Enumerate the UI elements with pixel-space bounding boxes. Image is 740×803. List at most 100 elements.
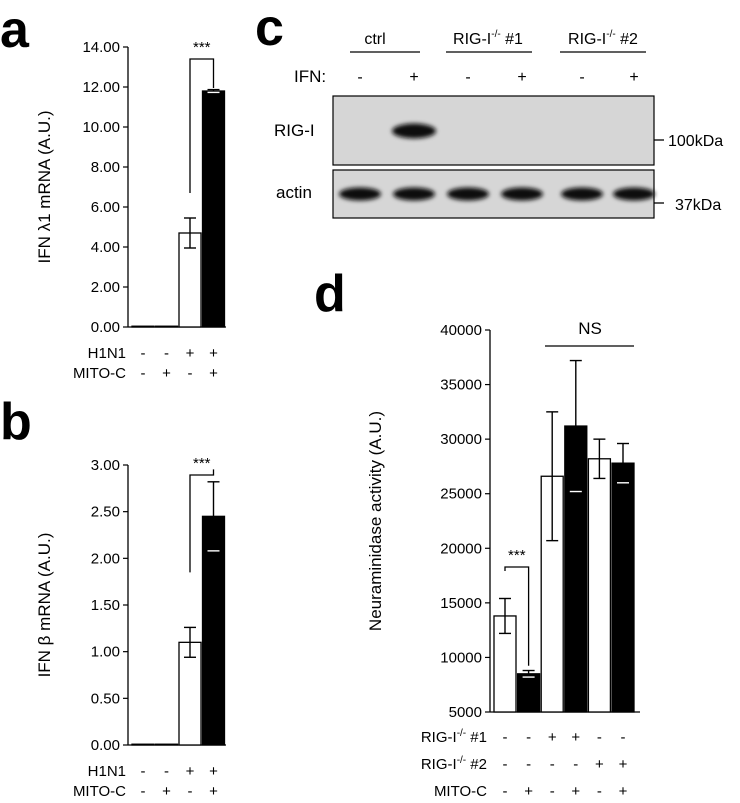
condition-sign: +: [209, 783, 218, 800]
condition-sign: -: [141, 763, 146, 780]
blot-marker-100kda: 100kDa: [668, 133, 723, 150]
ns-label: NS: [578, 319, 602, 338]
significance-bracket: [189, 469, 215, 573]
condition-sign: -: [503, 783, 508, 800]
condition-label: RIG-I-/- #2: [421, 755, 487, 773]
y-tick-label: 0.00: [91, 737, 120, 754]
condition-sign: -: [621, 729, 626, 746]
condition-sign: -: [141, 783, 146, 800]
bar: [154, 325, 179, 328]
bar: [201, 90, 226, 328]
y-tick-label: 8.00: [91, 159, 120, 176]
significance-bracket: [189, 58, 215, 193]
y-tick-label: 3.00: [91, 457, 120, 474]
condition-sign: +: [524, 783, 533, 800]
condition-label: RIG-I-/- #1: [421, 728, 487, 746]
actin-band: [501, 187, 543, 201]
condition-sign: -: [597, 783, 602, 800]
blot-ifn-signs: - + - + - +: [357, 69, 638, 86]
y-tick-label: 0.00: [91, 319, 120, 336]
chart-d: 5000 10000 15000 20000 25000 30000 35000 40000 N…: [366, 319, 640, 800]
blot-row-label-actin: actin: [276, 183, 312, 202]
bar: [611, 462, 635, 713]
bar: [131, 743, 155, 746]
bar: [131, 325, 155, 328]
actin-band: [447, 187, 489, 201]
condition-sign: -: [141, 365, 146, 382]
significance-label: ***: [193, 39, 211, 56]
blot-bands-actin: [339, 187, 655, 201]
condition-sign: +: [162, 783, 171, 800]
condition-sign: +: [619, 783, 628, 800]
western-blot: ctrl RIG-I-/- #1 RIG-I-/- #2 IFN: - + - + - +…: [274, 29, 723, 219]
blot-box-rigi: [332, 95, 655, 166]
significance-label: ***: [193, 455, 211, 472]
y-tick-label: 4.00: [91, 239, 120, 256]
condition-sign: -: [188, 365, 193, 382]
ifn-sign: +: [409, 69, 418, 86]
condition-sign: +: [595, 756, 604, 773]
y-tick-label: 30000: [440, 431, 482, 448]
actin-band: [393, 187, 435, 201]
condition-label: H1N1: [88, 763, 126, 780]
condition-sign: -: [550, 756, 555, 773]
condition-sign: +: [619, 756, 628, 773]
condition-label: H1N1: [88, 345, 126, 362]
panel-letter-d: d: [314, 265, 346, 323]
blot-band-rigi-ctrl-ifn: [392, 123, 436, 139]
condition-label: MITO-C: [73, 365, 126, 382]
condition-sign: +: [209, 345, 218, 362]
y-tick-label: 1.50: [91, 597, 120, 614]
condition-sign: -: [503, 756, 508, 773]
panel-letter-b: b: [0, 393, 32, 451]
blot-group-rig1: RIG-I-/- #1: [453, 29, 523, 48]
condition-sign: +: [162, 365, 171, 382]
condition-sign: -: [164, 345, 169, 362]
y-tick-label: 6.00: [91, 199, 120, 216]
chart-a: 0.00 2.00 4.00 6.00 8.00 10.00 12.00 14.00 IFN λ…: [35, 39, 226, 382]
bar: [516, 673, 541, 713]
condition-sign: -: [503, 729, 508, 746]
condition-sign: -: [188, 783, 193, 800]
chart-b: 0.00 0.50 1.00 1.50 2.00 2.50 3.00 IFN β mRNA (…: [35, 455, 226, 800]
y-tick-label: 5000: [449, 704, 482, 721]
y-tick-label: 2.00: [91, 550, 120, 567]
condition-sign: -: [550, 783, 555, 800]
condition-sign: +: [209, 365, 218, 382]
ifn-sign: +: [629, 69, 638, 86]
ifn-sign: -: [465, 69, 470, 86]
condition-sign: +: [571, 729, 580, 746]
ifn-sign: -: [357, 69, 362, 86]
y-tick-label: 0.50: [91, 690, 120, 707]
condition-sign: -: [164, 763, 169, 780]
y-tick-label: 2.00: [91, 279, 120, 296]
y-tick-label: 15000: [440, 595, 482, 612]
bar: [587, 458, 612, 713]
condition-label: MITO-C: [434, 783, 487, 800]
y-tick-label: 1.00: [91, 644, 120, 661]
blot-ifn-label: IFN:: [294, 67, 326, 86]
y-tick-label: 14.00: [82, 39, 120, 56]
bar: [154, 743, 179, 746]
blot-row-label-rigi: RIG-I: [274, 121, 315, 140]
y-tick-label: 10.00: [82, 119, 120, 136]
condition-sign: -: [141, 345, 146, 362]
panel-letter-a: a: [0, 1, 29, 59]
blot-group-ctrl: ctrl: [364, 31, 385, 48]
actin-band: [613, 187, 655, 201]
ifn-sign: -: [579, 69, 584, 86]
condition-sign: +: [548, 729, 557, 746]
y-tick-label: 2.50: [91, 504, 120, 521]
y-axis-label: IFN λ1 mRNA (A.U.): [35, 110, 54, 263]
significance-bracket: [504, 566, 530, 666]
y-tick-label: 12.00: [82, 79, 120, 96]
condition-sign: +: [571, 783, 580, 800]
y-tick-label: 40000: [440, 322, 482, 339]
ifn-sign: +: [517, 69, 526, 86]
condition-sign: -: [597, 729, 602, 746]
condition-sign: -: [526, 756, 531, 773]
y-tick-label: 10000: [440, 649, 482, 666]
panel-letter-c: c: [255, 0, 284, 57]
actin-band: [561, 187, 603, 201]
